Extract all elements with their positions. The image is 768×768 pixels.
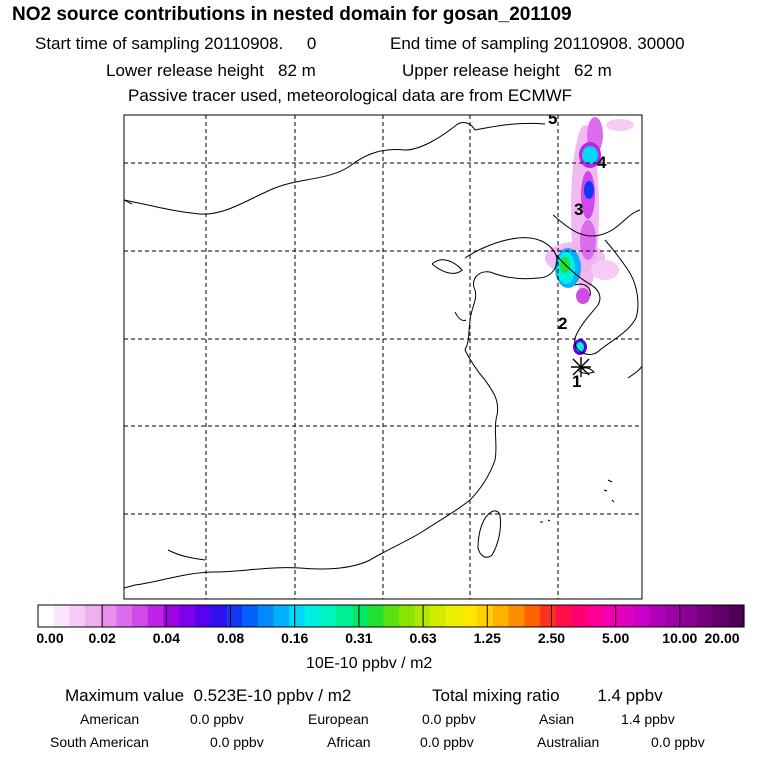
region-name-african: African bbox=[327, 734, 371, 750]
colorbar-swatch bbox=[147, 605, 165, 627]
colorbar-tick-label: 0.02 bbox=[88, 630, 116, 646]
total-mixing-ratio: Total mixing ratio 1.4 ppbv bbox=[432, 686, 663, 706]
start-time: Start time of sampling 20110908. 0 bbox=[35, 34, 316, 54]
colorbar-tick-label: 0.63 bbox=[409, 630, 437, 646]
colorbar-swatch bbox=[132, 605, 149, 627]
max-label: Maximum value bbox=[65, 686, 185, 705]
lower-release-label: Lower release height bbox=[106, 61, 264, 80]
colorbar-tick-label: 0.16 bbox=[281, 630, 309, 646]
colorbar-swatch bbox=[477, 605, 494, 627]
lower-release-height: Lower release height 82 m bbox=[106, 61, 316, 81]
colorbar-swatch bbox=[602, 605, 620, 627]
colorbar-swatch bbox=[712, 605, 729, 627]
region-name-asian: Asian bbox=[539, 711, 575, 727]
tracer-note: Passive tracer used, meteorological data… bbox=[128, 86, 573, 105]
colorbar-swatch bbox=[116, 605, 133, 627]
colorbar-tick-label: 20.00 bbox=[704, 630, 740, 646]
colorbar-swatch bbox=[696, 605, 714, 627]
colorbar-swatch bbox=[649, 605, 667, 627]
region-value-south-american: 0.0 ppbv bbox=[210, 734, 264, 750]
colorbar-swatch bbox=[524, 605, 541, 627]
colorbar-swatch bbox=[492, 605, 510, 627]
colorbar-tick-label: 2.50 bbox=[537, 630, 566, 646]
max-value: 0.523E-10 ppbv / m2 bbox=[193, 686, 352, 705]
colorbar-swatch bbox=[398, 605, 416, 627]
lower-release-value: 82 m bbox=[278, 61, 316, 80]
region-value-asian: 1.4 ppbv bbox=[621, 711, 675, 727]
total-label: Total mixing ratio bbox=[432, 686, 560, 705]
colorbar-swatch bbox=[273, 605, 290, 627]
map-frame bbox=[123, 114, 643, 600]
colorbar-tick-label: 10.00 bbox=[662, 630, 698, 646]
colorbar-unit: 10E-10 ppbv / m2 bbox=[306, 655, 433, 672]
colorbar-swatch bbox=[665, 605, 682, 627]
colorbar-swatch bbox=[336, 605, 353, 627]
colorbar-swatch bbox=[289, 605, 306, 627]
trajectory-label-3: 3 bbox=[574, 200, 583, 219]
start-time-label: Start time of sampling 20110908. bbox=[35, 34, 284, 53]
colorbar-swatch bbox=[367, 605, 384, 627]
colorbar-swatch bbox=[555, 605, 573, 627]
upper-release-label: Upper release height bbox=[402, 61, 560, 80]
colorbar-tick-label: 5.00 bbox=[602, 630, 630, 646]
colorbar-swatch bbox=[69, 605, 86, 627]
colorbar-swatch bbox=[540, 605, 557, 627]
colorbar-swatch bbox=[179, 605, 196, 627]
trajectory-label-2: 2 bbox=[558, 314, 567, 333]
region-name-australian: Australian bbox=[537, 734, 600, 750]
total-value: 1.4 ppbv bbox=[597, 686, 663, 705]
region-value-australian: 0.0 ppbv bbox=[651, 734, 705, 750]
region-value-american: 0.0 ppbv bbox=[190, 711, 244, 727]
trajectory-label-5: 5 bbox=[548, 109, 557, 128]
colorbar-swatch bbox=[241, 605, 259, 627]
colorbar-swatch bbox=[681, 605, 698, 627]
colorbar-swatch bbox=[226, 605, 243, 627]
colorbar-swatch bbox=[304, 605, 321, 627]
colorbar-tick-label: 0.31 bbox=[345, 630, 373, 646]
colorbar-swatch bbox=[587, 605, 604, 627]
colorbar-swatch bbox=[320, 605, 337, 627]
colorbar-swatch bbox=[383, 605, 400, 627]
colorbar-swatch bbox=[85, 605, 102, 627]
colorbar-swatch bbox=[53, 605, 70, 627]
colorbar-tick-label: 0.00 bbox=[36, 630, 64, 646]
trajectory-label-1: 1 bbox=[572, 372, 581, 391]
region-name-european: European bbox=[308, 711, 369, 727]
colorbar-swatch bbox=[571, 605, 588, 627]
region-name-south-american: South American bbox=[50, 734, 149, 750]
colorbar-tick-label: 0.04 bbox=[152, 630, 180, 646]
colorbar-swatch bbox=[728, 605, 745, 627]
end-time: End time of sampling 20110908. 30000 bbox=[390, 34, 685, 53]
colorbar-swatch bbox=[430, 605, 447, 627]
colorbar-swatch bbox=[445, 605, 463, 627]
colorbar-frame bbox=[37, 604, 745, 628]
colorbar-swatch bbox=[351, 605, 369, 627]
colorbar-tick-label: 0.08 bbox=[216, 630, 245, 646]
upper-release-height: Upper release height 62 m bbox=[402, 61, 612, 81]
map-grid bbox=[124, 115, 642, 599]
coastlines bbox=[124, 122, 642, 589]
colorbar-swatch bbox=[194, 605, 212, 627]
colorbar-swatch bbox=[634, 605, 651, 627]
colorbar-swatch bbox=[618, 605, 635, 627]
colorbar-swatch bbox=[210, 605, 227, 627]
colorbar-swatch bbox=[38, 605, 55, 627]
chart-title: NO2 source contributions in nested domai… bbox=[12, 4, 572, 25]
region-name-american: American bbox=[80, 711, 140, 727]
region-value-european: 0.0 ppbv bbox=[422, 711, 476, 727]
start-time-value: 0 bbox=[306, 34, 317, 53]
colorbar bbox=[38, 605, 745, 627]
colorbar-swatch bbox=[461, 605, 478, 627]
release-site-marker bbox=[571, 357, 591, 377]
upper-release-value: 62 m bbox=[574, 61, 612, 80]
region-value-african: 0.0 ppbv bbox=[420, 734, 474, 750]
colorbar-swatch bbox=[163, 605, 180, 627]
colorbar-swatch bbox=[257, 605, 274, 627]
trajectory-label-4: 4 bbox=[597, 153, 607, 172]
colorbar-swatch bbox=[100, 605, 118, 627]
maximum-value: Maximum value 0.523E-10 ppbv / m2 bbox=[65, 686, 351, 706]
colorbar-swatch bbox=[508, 605, 525, 627]
colorbar-tick-label: 1.25 bbox=[473, 630, 501, 646]
